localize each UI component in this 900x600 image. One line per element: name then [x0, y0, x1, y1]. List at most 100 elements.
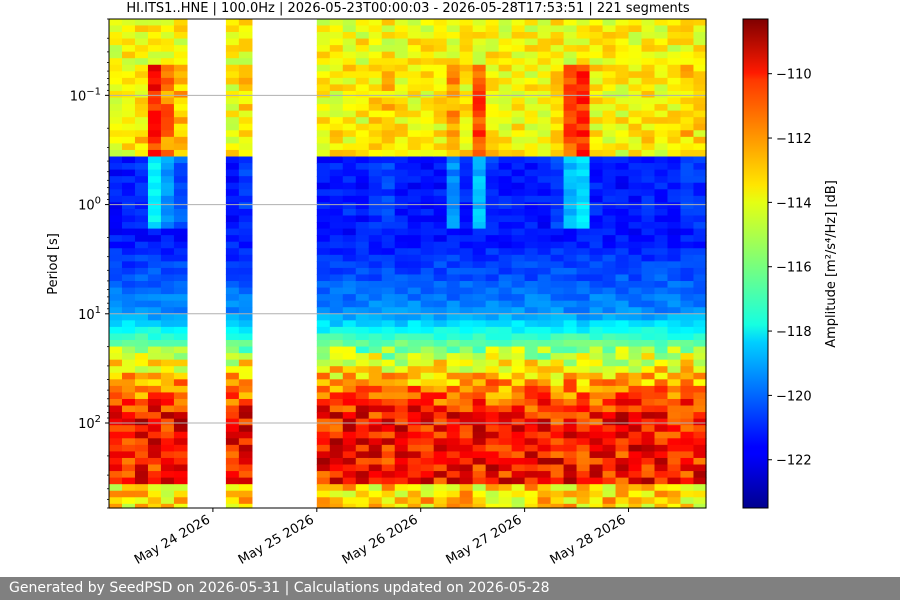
heatmap-cell [225, 58, 240, 66]
heatmap-cell [109, 425, 123, 433]
heatmap-cell [147, 353, 162, 361]
heatmap-cell [355, 71, 370, 79]
heatmap-cell [420, 359, 435, 367]
heatmap-cell [498, 431, 513, 439]
heatmap-cell [459, 117, 474, 125]
heatmap-cell [641, 451, 656, 459]
heatmap-cell [641, 294, 656, 302]
heatmap-cell [121, 418, 136, 426]
heatmap-cell [316, 457, 331, 466]
heatmap-cell [407, 326, 422, 335]
heatmap-cell [589, 392, 604, 400]
heatmap-cell [225, 97, 240, 105]
heatmap-cell [381, 64, 396, 72]
heatmap-cell [615, 392, 630, 400]
heatmap-cell [641, 84, 656, 92]
heatmap-cell [576, 163, 591, 171]
heatmap-cell [654, 176, 669, 184]
heatmap-cell [381, 248, 396, 256]
heatmap-cell [485, 353, 500, 361]
heatmap-cell [498, 313, 513, 321]
heatmap-cell [524, 412, 539, 420]
heatmap-cell [485, 58, 500, 66]
heatmap-cell [459, 130, 474, 138]
heatmap-cell [498, 143, 513, 151]
heatmap-cell [121, 235, 136, 243]
heatmap-cell [420, 471, 435, 479]
heatmap-cell [316, 261, 331, 269]
heatmap-cell [329, 254, 344, 262]
heatmap-cell [667, 84, 682, 92]
heatmap-cell [563, 156, 578, 164]
heatmap-cell [589, 208, 604, 217]
heatmap-cell [537, 45, 552, 53]
heatmap-cell [472, 359, 487, 367]
heatmap-cell [160, 208, 175, 217]
heatmap-cell [628, 392, 643, 400]
heatmap-cell [524, 176, 539, 184]
heatmap-cell [225, 228, 240, 236]
heatmap-cell [147, 261, 162, 269]
heatmap-cell [485, 385, 500, 394]
heatmap-cell [485, 287, 500, 295]
heatmap-cell [238, 90, 253, 99]
heatmap-cell [589, 484, 604, 492]
heatmap-cell [381, 418, 396, 426]
heatmap-cell [160, 97, 175, 105]
heatmap-cell [238, 366, 253, 374]
heatmap-cell [355, 156, 370, 164]
heatmap-cell [693, 71, 707, 79]
heatmap-cell [407, 372, 422, 380]
heatmap-cell [446, 287, 461, 295]
heatmap-cell [329, 274, 344, 282]
heatmap-cell [667, 412, 682, 420]
heatmap-cell [693, 464, 707, 472]
heatmap-cell [433, 45, 448, 53]
heatmap-cell [537, 372, 552, 380]
heatmap-cell [342, 110, 357, 118]
heatmap-cell [524, 372, 539, 380]
heatmap-cell [472, 163, 487, 171]
heatmap-cell [615, 346, 630, 354]
heatmap-cell [316, 372, 331, 380]
heatmap-cell [667, 202, 682, 210]
heatmap-cell [121, 208, 136, 217]
heatmap-cell [654, 169, 669, 177]
heatmap-cell [472, 84, 487, 92]
heatmap-cell [615, 235, 630, 243]
heatmap-cell [225, 123, 240, 131]
heatmap-cell [628, 77, 643, 86]
heatmap-cell [537, 425, 552, 433]
heatmap-cell [394, 228, 409, 236]
heatmap-cell [667, 398, 682, 407]
heatmap-cell [160, 189, 175, 197]
x-tick-label: May 26 2026 [340, 512, 421, 567]
heatmap-cell [693, 477, 707, 485]
heatmap-cell [693, 457, 707, 466]
heatmap-cell [160, 51, 175, 59]
heatmap-cell [693, 136, 707, 145]
heatmap-cell [550, 320, 565, 328]
heatmap-cell [446, 484, 461, 492]
heatmap-cell [381, 385, 396, 394]
heatmap-cell [511, 235, 526, 243]
heatmap-cell [680, 169, 695, 177]
heatmap-cell [238, 202, 253, 210]
heatmap-cell [472, 405, 487, 413]
heatmap-cell [589, 477, 604, 485]
heatmap-cell [316, 326, 331, 335]
heatmap-cell [563, 51, 578, 59]
heatmap-cell [355, 77, 370, 86]
heatmap-cell [433, 405, 448, 413]
heatmap-cell [641, 471, 656, 479]
heatmap-cell [381, 222, 396, 230]
heatmap-cell [394, 457, 409, 466]
heatmap-cell [433, 457, 448, 466]
heatmap-cell [693, 385, 707, 394]
heatmap-cell [680, 25, 695, 33]
heatmap-cell [160, 241, 175, 249]
heatmap-cell [667, 149, 682, 158]
heatmap-cell [602, 149, 617, 158]
heatmap-cell [238, 281, 253, 289]
heatmap-cell [134, 340, 149, 348]
